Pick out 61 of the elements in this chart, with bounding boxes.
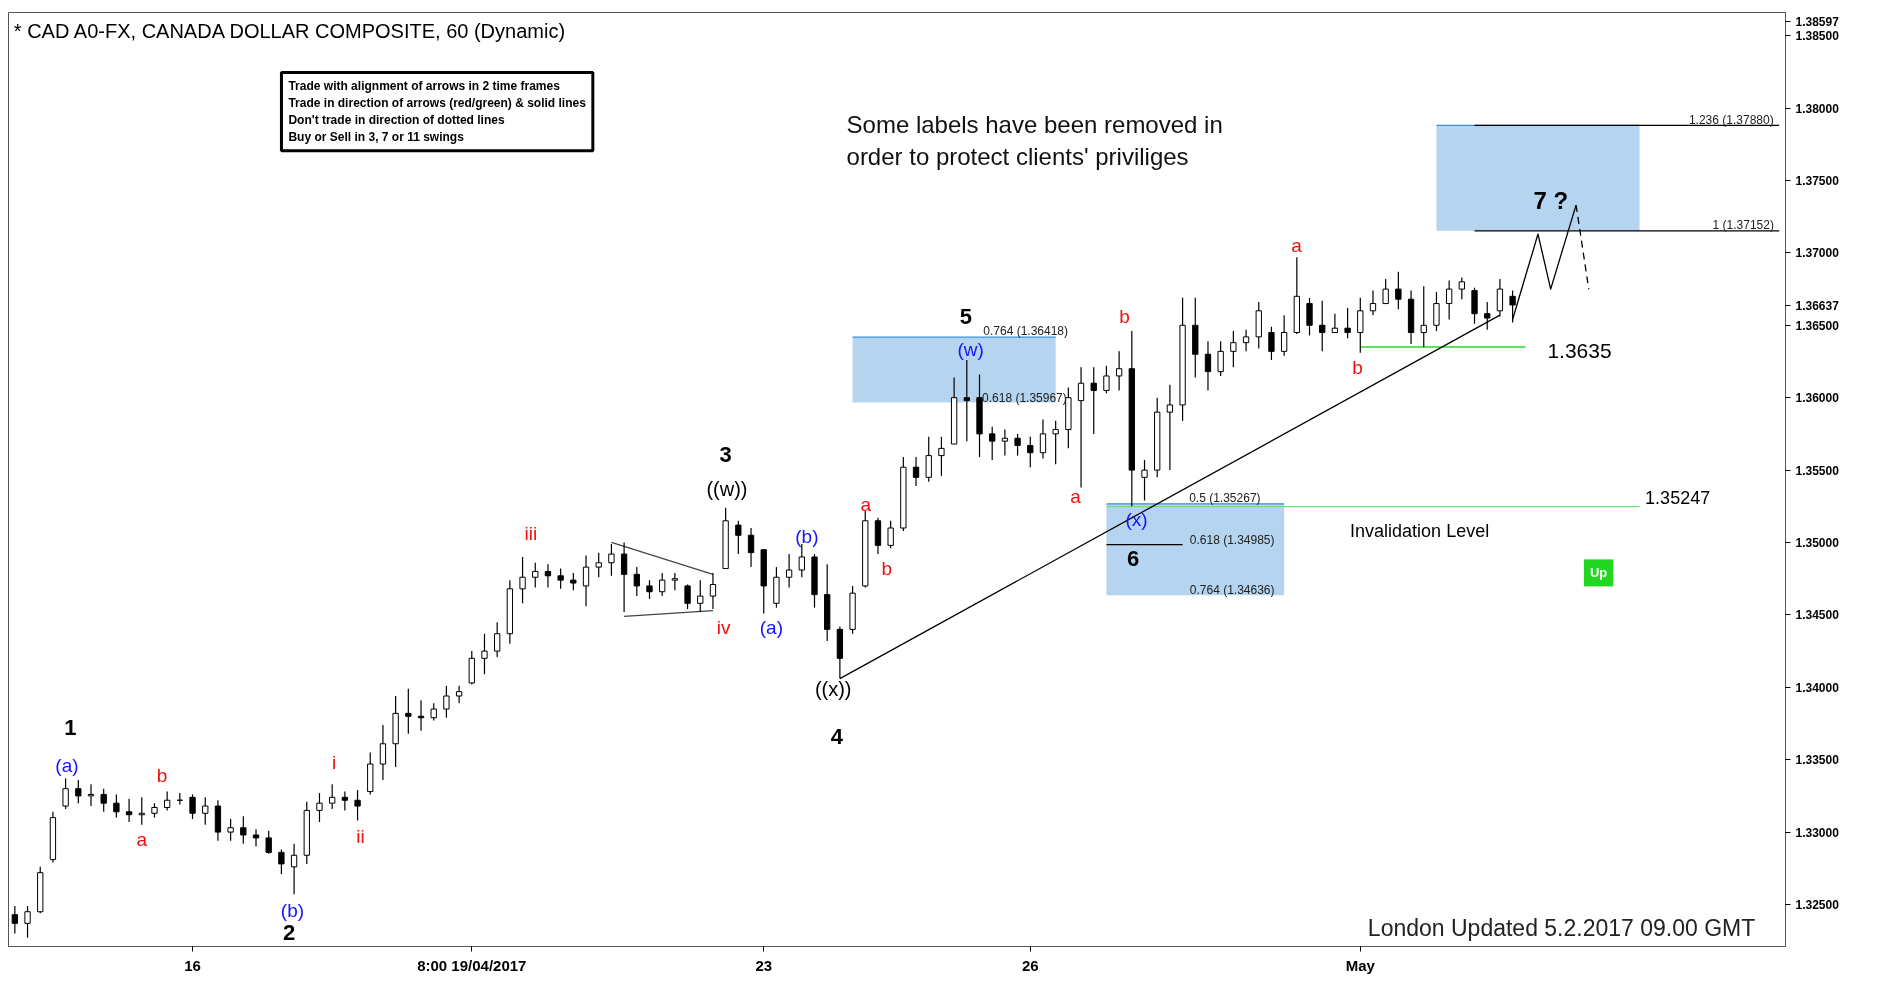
y-tick-label: 1.33500: [1795, 753, 1840, 768]
y-tick-label: 1.37500: [1795, 173, 1840, 188]
annotation: (x): [1125, 508, 1148, 530]
y-tick-label: 1.36637: [1795, 298, 1840, 313]
annotation: 0.764 (1.36418): [983, 324, 1069, 339]
annotation: (w): [957, 339, 984, 361]
annotation: 1: [64, 715, 77, 741]
annotation: Some labels have been removed in order to protect clients' priviliges: [846, 110, 1223, 170]
y-tick-label: 1.35000: [1795, 535, 1840, 550]
annotation: i: [332, 752, 337, 774]
annotation: 7 ?: [1533, 187, 1569, 215]
annotation: Invalidation Level: [1350, 520, 1490, 541]
annotation: a: [136, 828, 148, 850]
annotation: 1 (1.37152): [1712, 218, 1774, 233]
annotation: 1.35247: [1645, 488, 1711, 509]
annotation: London Updated 5.2.2017 09.00 GMT: [1367, 914, 1756, 941]
y-tick-label: 1.36500: [1795, 318, 1840, 333]
annotation: 1.3635: [1547, 339, 1612, 363]
x-tick-label: 8:00 19/04/2017: [417, 956, 527, 974]
annotation: Up: [1589, 565, 1608, 581]
annotation: iv: [716, 617, 731, 639]
annotation: 0.618 (1.35967): [982, 390, 1067, 405]
annotation: ii: [356, 825, 365, 847]
annotation: a: [860, 494, 872, 516]
annotation: 0.5 (1.35267): [1189, 490, 1261, 505]
y-tick-label: 1.34000: [1795, 680, 1840, 695]
annotation: b: [1119, 306, 1130, 328]
y-tick-label: 1.38500: [1795, 29, 1840, 44]
annotation: b: [881, 558, 893, 580]
annotation: a: [1070, 485, 1082, 507]
annotation: b: [1352, 356, 1363, 378]
annotation: 0.764 (1.34636): [1189, 583, 1275, 598]
annotation: Trade with alignment of arrows in 2 time frames Trade in direction of arrows (red/green) & solid lines Don't trade in direction of dotted lines Buy or Sell in 3, 7 or 11 swings: [288, 79, 587, 144]
y-tick-label: 1.32500: [1795, 898, 1840, 913]
y-tick-label: 1.37000: [1795, 246, 1840, 261]
annotation: a: [1291, 235, 1303, 257]
annotation: 1.236 (1.37880): [1688, 112, 1774, 127]
annotation: (b): [795, 526, 819, 548]
x-tick-label: 16: [184, 956, 201, 974]
annotation: iii: [524, 523, 538, 545]
y-tick-label: 1.38597: [1795, 15, 1840, 30]
annotation: 5: [959, 304, 973, 330]
y-tick-label: 1.33000: [1795, 825, 1840, 840]
annotation: ((w)): [706, 477, 748, 500]
annotation: (a): [55, 754, 79, 776]
annotation: 3: [719, 441, 732, 467]
chart-title: * CAD A0-FX, CANADA DOLLAR COMPOSITE, 60 (Dynamic): [13, 20, 566, 43]
annotation: b: [156, 765, 168, 787]
annotation: 4: [830, 724, 844, 750]
y-tick-label: 1.34500: [1795, 608, 1840, 623]
annotation: 6: [1127, 545, 1140, 571]
annotation: 0.618 (1.34985): [1189, 532, 1275, 547]
annotation: (b): [280, 899, 305, 921]
annotation: (a): [759, 617, 783, 639]
x-tick-label: 23: [755, 956, 773, 974]
y-tick-label: 1.35500: [1795, 463, 1840, 478]
x-tick-label: 26: [1021, 956, 1039, 974]
y-tick-label: 1.36000: [1795, 391, 1840, 406]
y-tick-label: 1.38000: [1795, 101, 1840, 116]
x-tick-label: May: [1345, 956, 1376, 974]
annotation: ((x)): [814, 677, 852, 700]
